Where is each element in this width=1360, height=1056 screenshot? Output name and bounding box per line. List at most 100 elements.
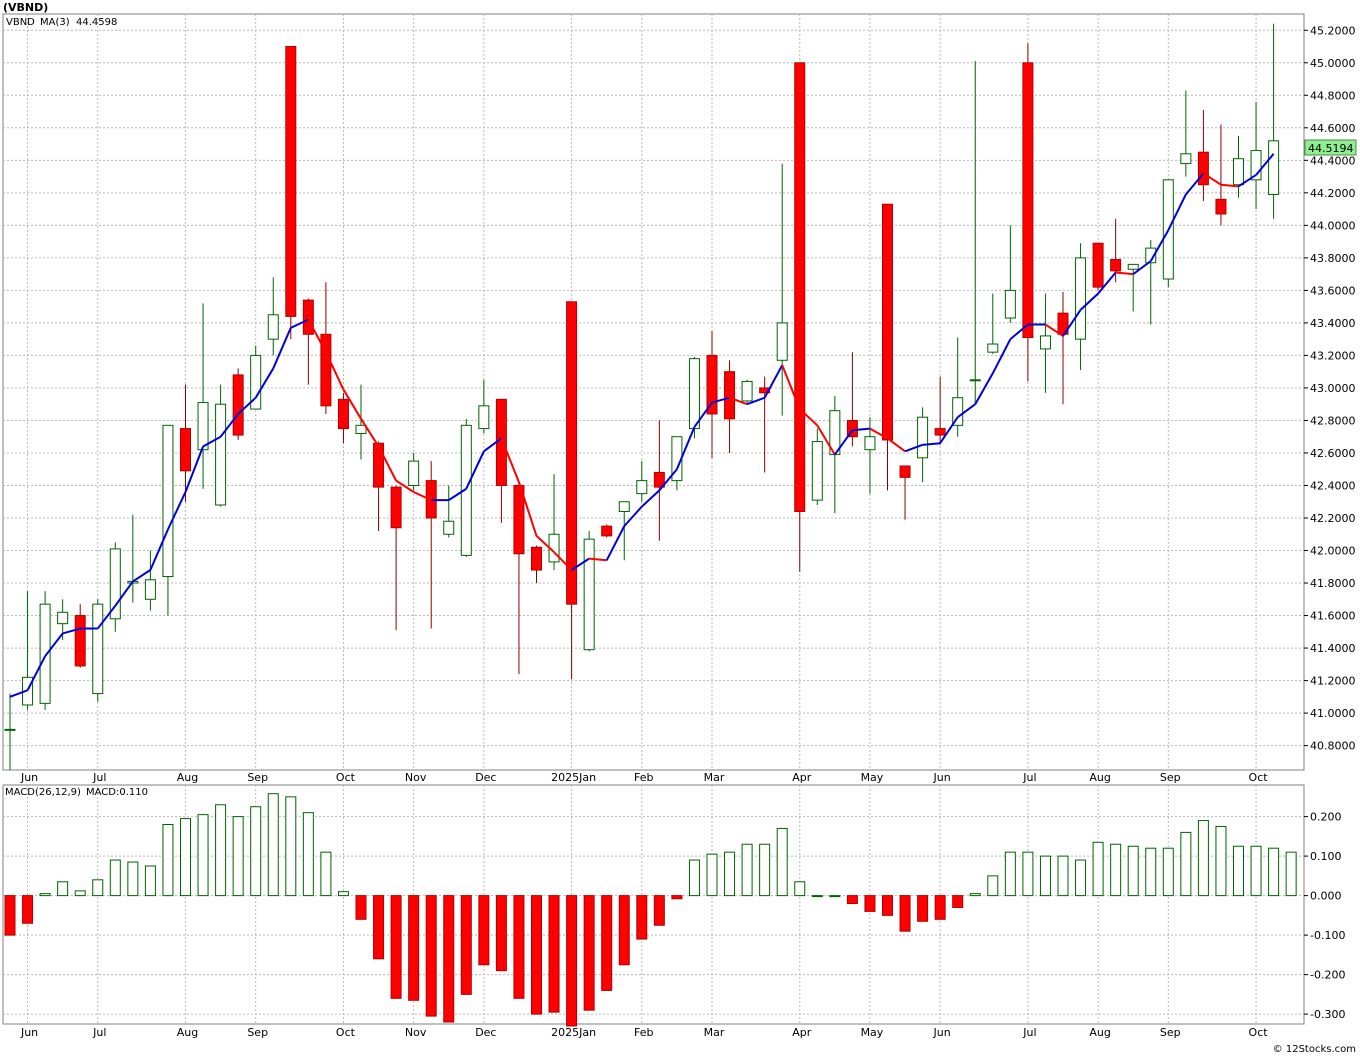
macd-bar-positive [1180,831,1192,897]
macd-bar-positive [1145,847,1157,897]
price-tick-label: 44.4000 [1310,154,1356,167]
price-tick-label: 40.8000 [1310,740,1356,753]
ma-segment [237,396,257,415]
ma-segment [746,396,765,406]
candle [513,480,525,675]
macd-bar-positive [776,827,788,897]
ma-segment [219,413,239,438]
price-tick-label: 44.8000 [1310,89,1356,102]
ma-segment [342,389,362,420]
candle [92,599,104,702]
ma-segment [1079,292,1099,311]
ma-segment [465,450,485,490]
ma-segment [1255,153,1275,176]
candle [320,282,332,414]
price-tick-label: 42.4000 [1310,479,1356,492]
ma-segment [395,479,415,493]
ma-segment [693,401,713,428]
candle [1215,124,1227,226]
candle [566,301,578,679]
ma-segment [184,446,204,493]
month-label: Sep [1160,771,1181,784]
candle-body-up [987,343,999,353]
candle-body-up [952,397,964,426]
ma-segment [1167,194,1187,231]
candle [811,428,823,505]
candle-body-down [706,354,718,415]
macd-bar-negative [4,895,16,936]
ma-segment [324,351,345,390]
price-tick-label: 43.8000 [1310,252,1356,265]
ma-segment [167,491,187,530]
legend-symbol: VBND [6,17,35,28]
price-tick-label: 41.0000 [1310,707,1356,720]
candle [583,531,595,652]
ma-segment [1062,309,1082,337]
ma-segment [1185,172,1205,196]
macd-bar-positive [215,804,227,897]
candle-body-down [934,428,946,436]
candle-body-up [1145,247,1157,264]
price-tick-label: 45.0000 [1310,57,1356,70]
candle [373,441,385,532]
candle [934,376,946,445]
macd-bar-positive [180,818,191,897]
candle [969,61,981,405]
macd-bar-positive [302,812,314,897]
macd-month-label: Oct [1249,1026,1269,1039]
candle-body-up [4,728,16,731]
macd-month-label: Aug [177,1026,198,1039]
candle [1145,239,1157,325]
ma-segment [904,443,923,453]
ma-segment [1220,183,1239,188]
candle-body-down [320,333,332,407]
ma-segment [729,396,748,406]
candle [144,550,156,611]
month-label: Nov [405,771,427,784]
candle-body-up [688,358,700,430]
macd-bar-positive [144,865,156,897]
candle-body-up [267,314,279,340]
candle [1110,218,1122,283]
candle-body-down [601,525,613,537]
candle-body-up [917,416,929,459]
candle-body-down [495,398,507,486]
macd-bar-negative [618,895,630,966]
candle [337,392,349,444]
ma-segment [957,403,976,419]
price-y-axis: 40.8000 41.0000 41.2000 41.4000 41.6000 41.80… [1304,24,1356,753]
macd-bar-positive [39,893,51,897]
candle-body-up [478,405,490,430]
macd-bar-negative [390,895,402,999]
macd-bar-positive [1215,825,1227,897]
price-tick-label: 42.0000 [1310,545,1356,558]
price-tick-label: 41.6000 [1310,610,1356,623]
candle [724,360,736,453]
candle-body-up [408,460,420,486]
ma-segment [939,416,959,444]
price-tick-label: 45.2000 [1310,24,1356,37]
ma-segment [1132,260,1152,275]
macd-bar-negative [671,895,683,900]
ma-segment [448,487,467,501]
price-tick-label: 42.6000 [1310,447,1356,460]
macd-month-label: Jul [1022,1026,1036,1039]
macd-bar-positive [232,816,244,897]
ma-segment [114,580,134,607]
month-label: Feb [634,771,653,784]
macd-month-label: 2025Jan [551,1026,596,1039]
ma-segment [132,569,151,583]
candle-body-up [109,548,121,620]
ma-segment [535,535,555,553]
ma-segment [272,327,292,369]
ma-segment [254,367,275,399]
macd-bar-negative [952,895,964,908]
ma-segment [571,557,590,571]
macd-bar-negative [513,895,525,999]
macd-bar-positive [1092,841,1104,897]
month-label: Jun [20,771,38,784]
candle [232,368,244,440]
candle-body-down [899,465,911,478]
candle-body-down [846,419,858,438]
macd-x-axis: Jun Jul Aug Sep Oct Nov Dec 2025Jan Feb Mar Apr May… [20,1026,1268,1039]
